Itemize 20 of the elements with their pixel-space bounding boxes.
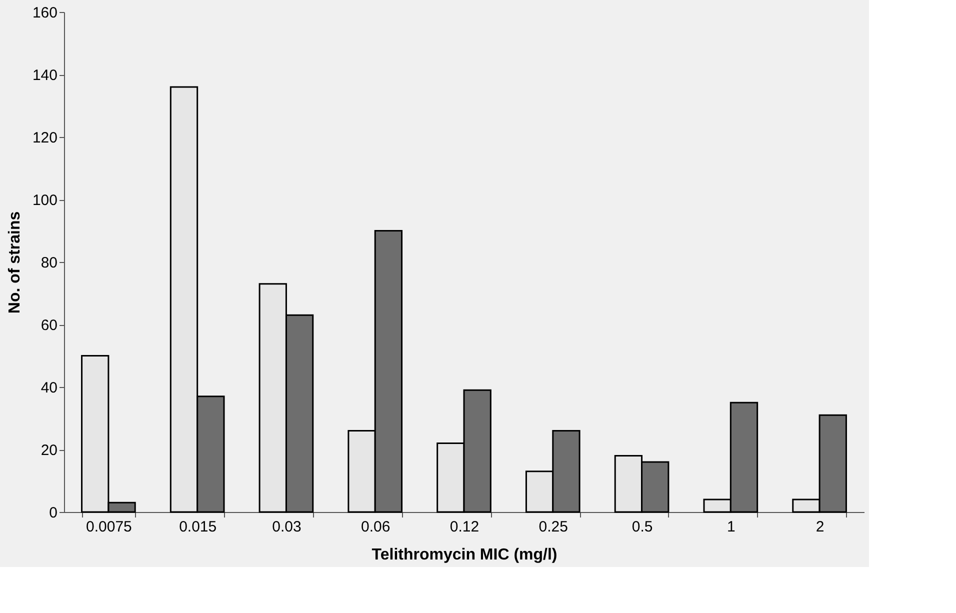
y-tick-label: 120 <box>32 130 58 146</box>
x-tick-label: 0.06 <box>361 518 390 536</box>
y-tick-label: 160 <box>32 4 58 22</box>
x-tick-label: 2 <box>816 518 824 536</box>
x-tick-label: 0.25 <box>538 518 568 536</box>
y-tick-label: 0 <box>49 504 58 522</box>
x-tick-label: 0.0075 <box>86 518 132 536</box>
y-tick-label: 100 <box>32 192 58 209</box>
x-tick-label: 1 <box>726 518 736 536</box>
y-tick-label: 60 <box>40 317 58 334</box>
x-tick-label: 0.12 <box>450 518 480 536</box>
y-axis-title: No. of strains <box>6 211 24 314</box>
x-tick-label: 0.03 <box>272 518 302 536</box>
x-tick-label: 0.5 <box>632 518 653 536</box>
y-tick-label: 20 <box>40 442 58 459</box>
x-tick-label: 0.015 <box>179 518 217 536</box>
x-axis-title: Telithromycin MIC (mg/l) <box>372 546 558 564</box>
y-tick-label: 40 <box>40 380 58 396</box>
y-tick-label: 80 <box>40 254 58 272</box>
y-tick-label: 140 <box>32 67 58 84</box>
